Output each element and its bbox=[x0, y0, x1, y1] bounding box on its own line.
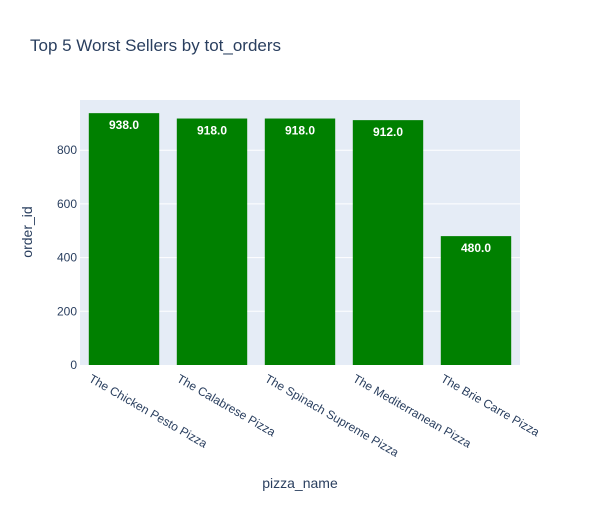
bar[interactable] bbox=[440, 236, 512, 365]
bar-data-label: 480.0 bbox=[461, 241, 491, 255]
bar-data-label: 918.0 bbox=[285, 124, 315, 138]
y-axis-ticks: 0 200 400 600 800 bbox=[57, 143, 77, 372]
bar-data-label: 938.0 bbox=[109, 118, 139, 132]
y-tick-label: 200 bbox=[57, 304, 77, 318]
data-labels: 938.0 918.0 918.0 912.0 480.0 bbox=[109, 118, 491, 255]
y-tick-label: 600 bbox=[57, 197, 77, 211]
bar[interactable] bbox=[352, 120, 424, 365]
bar-data-label: 912.0 bbox=[373, 125, 403, 139]
chart-title: Top 5 Worst Sellers by tot_orders bbox=[30, 36, 281, 55]
y-tick-label: 400 bbox=[57, 251, 77, 265]
bar-data-label: 918.0 bbox=[197, 124, 227, 138]
bar[interactable] bbox=[88, 113, 160, 365]
x-axis-title: pizza_name bbox=[262, 475, 338, 491]
bar[interactable] bbox=[264, 118, 336, 365]
y-tick-label: 800 bbox=[57, 143, 77, 157]
y-tick-label: 0 bbox=[70, 358, 77, 372]
y-axis-title: order_id bbox=[19, 206, 35, 257]
bar[interactable] bbox=[176, 118, 248, 365]
bars bbox=[88, 113, 512, 365]
